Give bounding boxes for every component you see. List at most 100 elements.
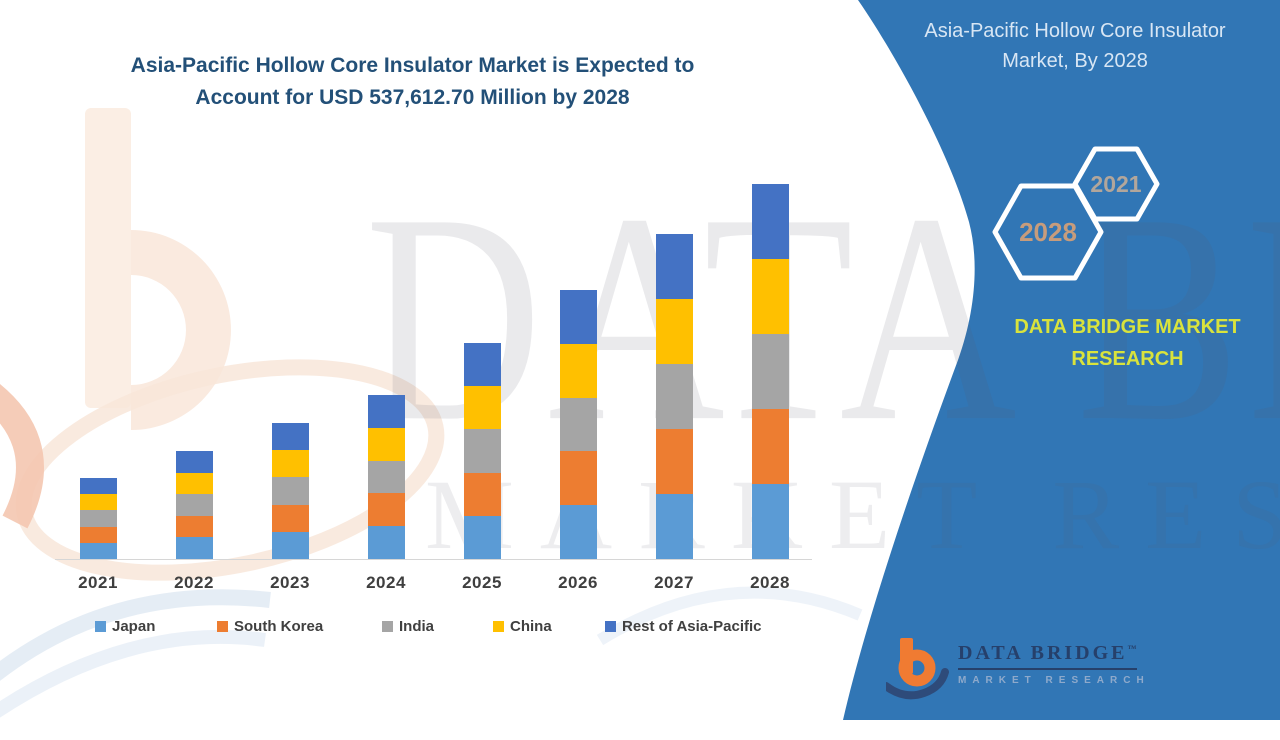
swoosh-arc-icon	[0, 629, 266, 718]
legend-swatch-icon	[95, 621, 106, 632]
legend-label: Japan	[112, 618, 156, 635]
panel-heading-line2: Market, By 2028	[1002, 50, 1148, 72]
year-hexagons: 2028 2021	[992, 146, 1160, 281]
bar-segment-china	[751, 259, 789, 335]
x-axis-label-2021: 2021	[78, 573, 118, 592]
bar-segment-japan	[751, 484, 789, 559]
legend-swatch-icon	[217, 621, 228, 632]
bar-segment-china	[559, 343, 597, 398]
panel-heading: Asia-Pacific Hollow Core Insulator Marke…	[880, 16, 1270, 76]
bar-segment-south-korea	[463, 472, 501, 516]
bar-segment-rest-of-asia-pacific	[79, 478, 117, 495]
brand-text-line2: RESEARCH	[1071, 348, 1184, 370]
bar-segment-rest-of-asia-pacific	[655, 234, 693, 300]
bar-segment-india	[463, 429, 501, 473]
logo-swoosh-icon	[886, 668, 949, 700]
x-axis-label-2026: 2026	[558, 573, 598, 592]
logo-subtitle: MARKET RESEARCH	[958, 675, 1150, 686]
watermark-b-stem	[85, 108, 131, 408]
logo-watermark	[0, 108, 445, 581]
swoosh-arc-icon	[0, 589, 271, 682]
swoosh-arc-icon	[596, 586, 863, 646]
bar-segment-japan	[559, 505, 597, 559]
legend-label: South Korea	[234, 618, 324, 635]
bar-segment-japan	[655, 494, 693, 559]
trademark-symbol: ™	[1127, 643, 1137, 654]
chart-title: Asia-Pacific Hollow Core Insulator Marke…	[80, 50, 745, 114]
x-axis-label-2028: 2028	[750, 573, 790, 592]
bar-segment-india	[175, 494, 213, 516]
bar-segment-rest-of-asia-pacific	[559, 290, 597, 344]
legend-item-south-korea: South Korea	[217, 618, 323, 635]
panel-heading-line1: Asia-Pacific Hollow Core Insulator	[924, 20, 1226, 42]
infographic-page: { "title": { "line1": "Asia-Pacific Holl…	[0, 0, 1280, 720]
bar-segment-japan	[271, 531, 309, 559]
plot-area	[55, 180, 812, 560]
x-axis-label-2024: 2024	[366, 573, 406, 592]
x-axis-label-2025: 2025	[462, 573, 502, 592]
bar-segment-japan	[463, 515, 501, 559]
data-bridge-logo: DATA BRIDGE™ MARKET RESEARCH	[886, 632, 1236, 708]
stacked-bar-2025	[463, 343, 501, 559]
watermark-swoosh-accent	[0, 384, 44, 529]
stacked-bar-2021	[79, 478, 117, 559]
bar-segment-south-korea	[655, 429, 693, 495]
chart-title-line2: Account for USD 537,612.70 Million by 20…	[195, 86, 630, 109]
bar-segment-japan	[367, 526, 405, 559]
legend-item-china: China	[493, 618, 552, 635]
legend-label: Rest of Asia-Pacific	[622, 618, 762, 635]
bar-segment-south-korea	[175, 515, 213, 538]
brand-text: DATA BRIDGE MARKET RESEARCH	[985, 311, 1270, 375]
blue-side-panel	[843, 0, 1280, 720]
bar-segment-south-korea	[367, 493, 405, 527]
bar-segment-rest-of-asia-pacific	[271, 422, 309, 451]
x-axis-label-2027: 2027	[654, 573, 694, 592]
bar-segment-china	[175, 472, 213, 495]
bar-segment-south-korea	[79, 526, 117, 543]
x-axis-label-2022: 2022	[174, 573, 214, 592]
hexagon-2028-label: 2028	[1019, 217, 1077, 247]
legend-item-india: India	[382, 618, 434, 635]
logo-wordmark-text: DATA BRIDGE	[958, 642, 1128, 664]
bar-segment-south-korea	[751, 409, 789, 485]
legend-label: China	[510, 618, 552, 635]
legend-swatch-icon	[493, 621, 504, 632]
x-axis-labels: 2021 2022 2023 2024 2025 2026 2027 2028	[55, 573, 812, 595]
logo-b-bowl	[898, 649, 936, 687]
legend-swatch-icon	[605, 621, 616, 632]
bar-segment-india	[751, 334, 789, 410]
corner-swoosh-watermark	[0, 586, 863, 718]
chart-legend: Japan South Korea India China Rest of Asia-P…	[0, 618, 830, 642]
hexagon-2021-label: 2021	[1090, 171, 1141, 197]
bar-segment-south-korea	[271, 504, 309, 532]
legend-swatch-icon	[382, 621, 393, 632]
stacked-bar-2024	[367, 395, 405, 559]
stacked-bar-2027	[655, 234, 693, 559]
brand-text-line1: DATA BRIDGE MARKET	[1014, 316, 1241, 338]
stacked-bar-2026	[559, 290, 597, 559]
bar-segment-india	[559, 397, 597, 452]
stacked-bar-2022	[175, 451, 213, 559]
legend-item-rest-of-asia-pacific: Rest of Asia-Pacific	[605, 618, 762, 635]
legend-label: India	[399, 618, 435, 635]
bar-segment-rest-of-asia-pacific	[463, 343, 501, 387]
bar-segment-china	[367, 427, 405, 461]
bar-segment-japan	[79, 542, 117, 559]
logo-text: DATA BRIDGE™ MARKET RESEARCH	[958, 632, 1150, 686]
bar-segment-rest-of-asia-pacific	[751, 184, 789, 260]
bar-segment-india	[271, 477, 309, 505]
bar-segment-india	[79, 510, 117, 527]
data-bridge-logo-icon	[886, 638, 949, 700]
bar-segment-japan	[175, 537, 213, 559]
hexagon-2021	[1072, 146, 1160, 222]
stacked-bar-2023	[271, 422, 309, 559]
bar-segment-china	[655, 299, 693, 365]
bar-segment-china	[271, 450, 309, 478]
hexagon-2028	[992, 183, 1104, 281]
logo-wordmark: DATA BRIDGE™	[958, 642, 1137, 670]
stacked-bar-2028	[751, 184, 789, 559]
bar-segment-india	[655, 364, 693, 430]
chart-title-line1: Asia-Pacific Hollow Core Insulator Marke…	[130, 54, 695, 77]
bar-segment-south-korea	[559, 451, 597, 506]
bar-segment-china	[463, 386, 501, 430]
